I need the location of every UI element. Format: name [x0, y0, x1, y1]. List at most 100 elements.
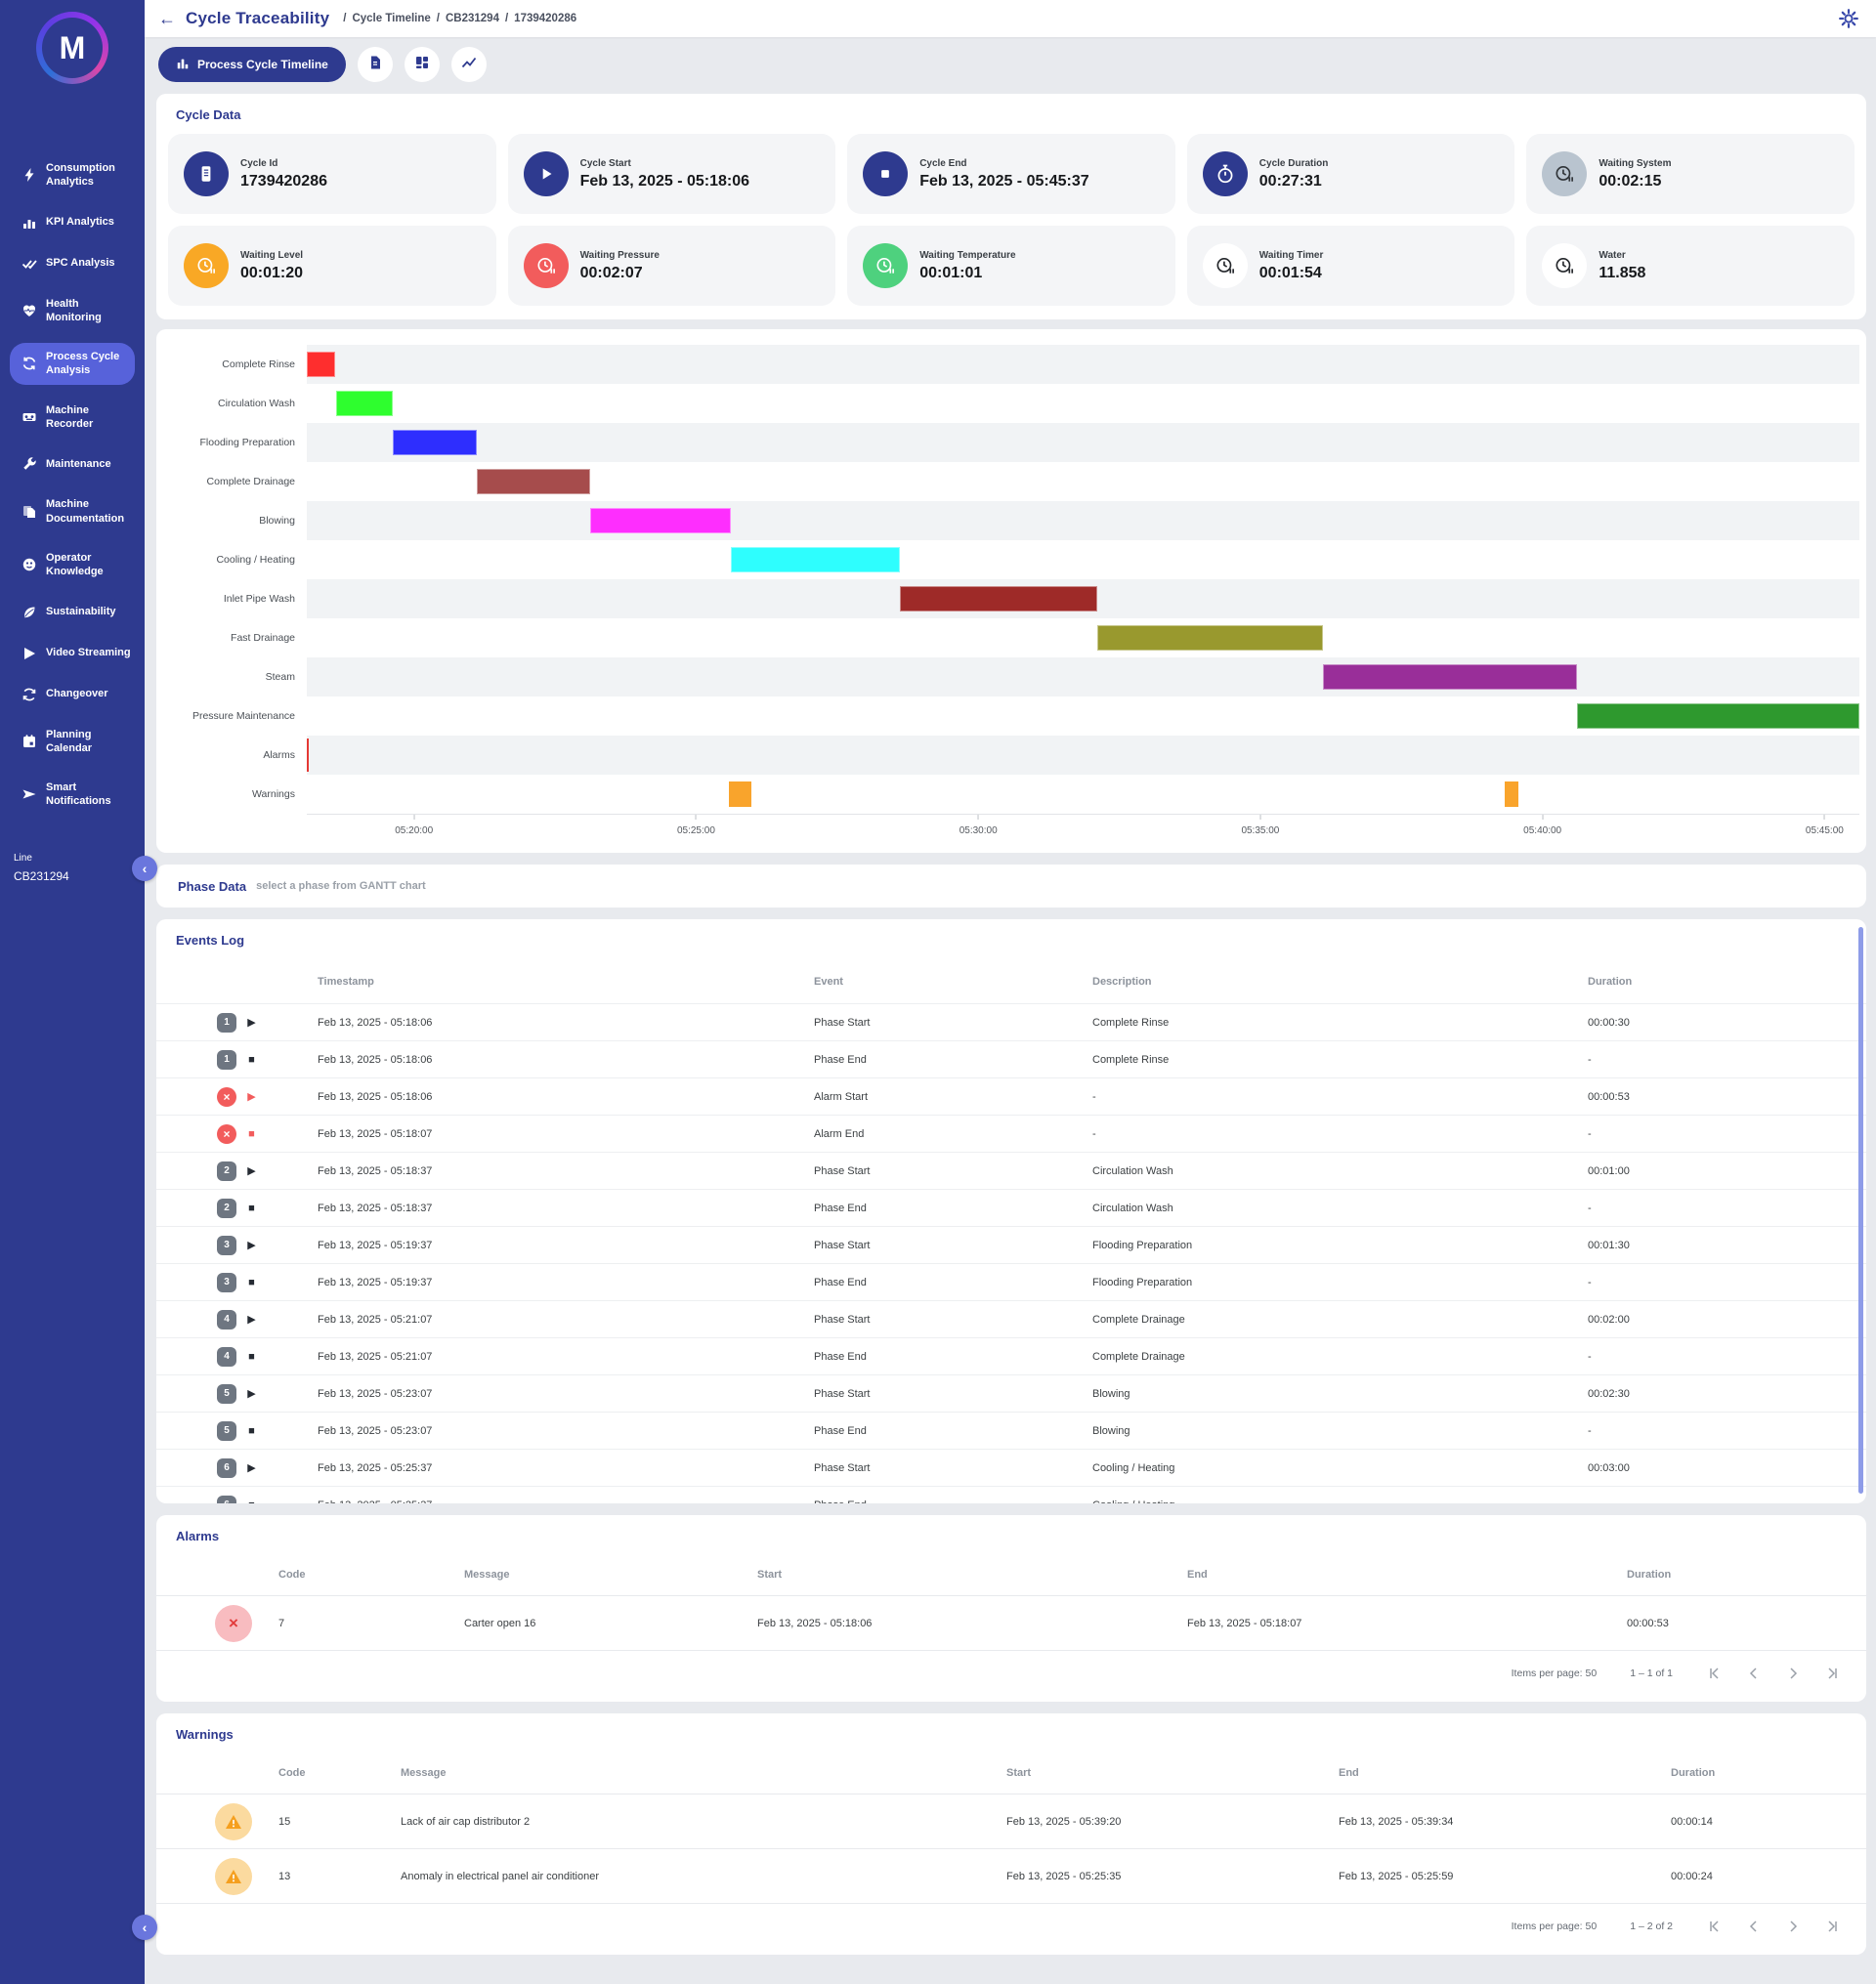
sidebar-item-kpi-analytics[interactable]: KPI Analytics [10, 208, 135, 237]
stat-label: Waiting System [1599, 157, 1672, 169]
collapse-panel-button[interactable]: ‹ [132, 856, 157, 881]
event-timestamp: Feb 13, 2025 - 05:19:37 [318, 1239, 433, 1251]
gantt-bar[interactable] [1323, 664, 1578, 690]
event-event: Phase Start [814, 1164, 871, 1177]
event-timestamp: Feb 13, 2025 - 05:21:07 [318, 1313, 433, 1326]
tick-mark [695, 815, 697, 820]
warning-end: Feb 13, 2025 - 05:39:34 [1339, 1815, 1454, 1828]
phase-number-badge: 3 [217, 1272, 236, 1292]
gantt-bar[interactable] [1577, 703, 1859, 729]
gantt-bar[interactable] [335, 391, 393, 416]
gantt-row-label: Blowing [259, 515, 295, 527]
warning-marker[interactable] [729, 781, 752, 807]
gantt-bar[interactable] [392, 430, 478, 455]
column-start: Start [1006, 1766, 1032, 1779]
previous-page-icon[interactable] [1745, 1665, 1763, 1682]
axis-tick: 05:20:00 [395, 815, 433, 836]
gantt-row: Warnings [156, 775, 1866, 814]
sidebar-item-machine-recorder[interactable]: Machine Recorder [10, 397, 135, 439]
previous-page-icon[interactable] [1745, 1918, 1763, 1935]
back-arrow-icon[interactable]: ← [158, 8, 176, 28]
sidebar-item-video-streaming[interactable]: Video Streaming [10, 639, 135, 668]
sidebar-item-sustainability[interactable]: Sustainability [10, 598, 135, 627]
event-event: Phase Start [814, 1016, 871, 1029]
first-page-icon[interactable] [1706, 1918, 1724, 1935]
gantt-track [307, 462, 1859, 501]
main-area: ← Cycle Traceability / Cycle Timeline / … [145, 0, 1876, 1984]
event-icons: 5 ■ [156, 1420, 303, 1441]
alarm-marker[interactable] [307, 739, 309, 772]
event-icons: 4 ▶ [156, 1309, 303, 1330]
gantt-row-label: Warnings [252, 788, 295, 800]
phase-number-badge: 1 [217, 1012, 236, 1033]
sidebar-item-machine-documentation[interactable]: Machine Documentation [10, 490, 135, 532]
alarms-panel: Alarms Code Message Start End Duration ×… [156, 1515, 1866, 1702]
alarm-code: 7 [278, 1617, 285, 1629]
gantt-rows: Complete Rinse Circulation Wash Flooding P… [156, 345, 1866, 814]
clock-pause-icon [863, 243, 909, 288]
breadcrumb: / Cycle Timeline / CB231294 / 1739420286 [343, 13, 576, 24]
tick-label: 05:25:00 [676, 825, 715, 836]
event-event: Phase End [799, 1499, 1078, 1504]
next-page-icon[interactable] [1784, 1918, 1802, 1935]
column-duration: Duration [1671, 1766, 1716, 1779]
last-page-icon[interactable] [1823, 1918, 1841, 1935]
gantt-bar[interactable] [307, 352, 335, 377]
warning-marker[interactable] [1505, 781, 1518, 807]
axis-tick: 05:30:00 [959, 815, 998, 836]
sidebar-item-smart-notifications[interactable]: Smart Notifications [10, 774, 135, 816]
event-duration: 00:02:00 [1588, 1313, 1630, 1326]
breadcrumb-item[interactable]: Cycle Timeline [352, 13, 431, 24]
event-description: Blowing [1092, 1387, 1130, 1400]
gantt-bar[interactable] [1097, 625, 1324, 651]
sidebar-item-changeover[interactable]: Changeover [10, 680, 135, 709]
dashboard-view-button[interactable] [404, 47, 440, 82]
sidebar-item-maintenance[interactable]: Maintenance [10, 449, 135, 479]
event-timestamp: Feb 13, 2025 - 05:18:06 [318, 1016, 433, 1029]
events-log-row: 1 ■ Feb 13, 2025 - 05:18:06 Phase End Comple… [156, 1041, 1866, 1078]
gantt-bar[interactable] [900, 586, 1098, 612]
sidebar-item-label: Video Streaming [46, 647, 131, 659]
trend-view-button[interactable] [450, 47, 487, 82]
column-start: Start [757, 1568, 783, 1581]
breadcrumb-item[interactable]: 1739420286 [514, 13, 577, 24]
warning-row: 15 Lack of air cap distributor 2 Feb 13, 2… [156, 1794, 1866, 1849]
phase-number-badge: 3 [217, 1235, 236, 1255]
gantt-bar[interactable] [589, 508, 732, 533]
sidebar-item-spc-analysis[interactable]: SPC Analysis [10, 249, 135, 278]
gantt-row: Steam [156, 657, 1866, 697]
axis-tick: 05:45:00 [1806, 815, 1844, 836]
column-duration: Duration [1627, 1568, 1672, 1581]
tab-process-cycle-timeline[interactable]: Process Cycle Timeline [158, 47, 346, 82]
gantt-track [307, 657, 1859, 697]
lightning-icon [21, 167, 37, 183]
events-log-row: 3 ■ Feb 13, 2025 - 05:19:37 Phase End Floodi… [156, 1264, 1866, 1301]
sidebar-item-consumption-analytics[interactable]: Consumption Analytics [10, 154, 135, 196]
collapse-panel-button[interactable]: ‹ [132, 1915, 157, 1940]
report-view-button[interactable] [357, 47, 393, 82]
stat-waiting-system: Waiting System 00:02:15 [1526, 134, 1855, 214]
last-page-icon[interactable] [1823, 1665, 1841, 1682]
first-page-icon[interactable] [1706, 1665, 1724, 1682]
sidebar-item-operator-knowledge[interactable]: Operator Knowledge [10, 544, 135, 586]
next-page-icon[interactable] [1784, 1665, 1802, 1682]
stop-icon: ■ [248, 1053, 255, 1066]
settings-gear-icon[interactable] [1839, 9, 1858, 28]
warnings-title: Warnings [176, 1727, 234, 1742]
phase-number-badge: 2 [217, 1198, 236, 1218]
leaf-icon [21, 605, 37, 620]
gantt-bar[interactable] [477, 469, 590, 494]
sidebar-item-planning-calendar[interactable]: Planning Calendar [10, 721, 135, 763]
gantt-row-label: Complete Drainage [206, 476, 295, 487]
stat-value: 1739420286 [240, 172, 327, 190]
events-log-scrollbar[interactable] [1858, 927, 1863, 1494]
gantt-row: Cooling / Heating [156, 540, 1866, 579]
sidebar-item-health-monitoring[interactable]: Health Monitoring [10, 290, 135, 332]
stat-label: Cycle End [919, 157, 967, 169]
column-code: Code [278, 1568, 306, 1581]
play-icon [21, 646, 37, 661]
breadcrumb-item[interactable]: CB231294 [445, 13, 499, 24]
sidebar-item-process-cycle-analysis[interactable]: Process Cycle Analysis [10, 343, 135, 385]
gantt-bar[interactable] [731, 547, 901, 572]
warning-start: Feb 13, 2025 - 05:39:20 [1006, 1815, 1122, 1828]
